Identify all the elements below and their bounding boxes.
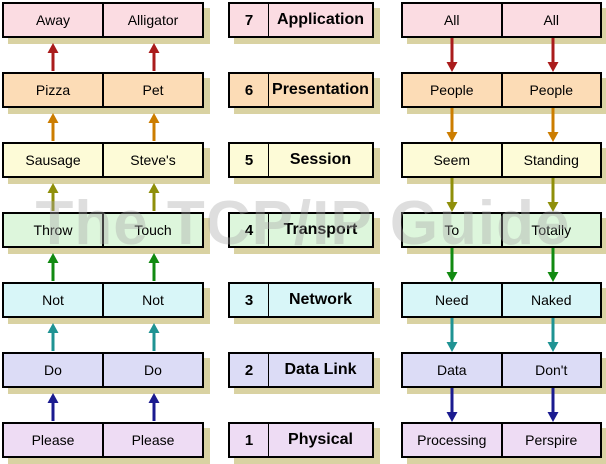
up-arrow-icon: [47, 183, 59, 211]
down-arrow-icon: [446, 178, 458, 212]
mnemonic-cell: Not: [42, 292, 64, 308]
layer-number: 3: [230, 284, 269, 316]
layer-number: 6: [230, 74, 269, 106]
up-arrow-icon: [148, 393, 160, 421]
up-arrow-icon: [47, 113, 59, 141]
mnemonic-cell: Pizza: [35, 82, 71, 98]
up-arrow-icon: [47, 43, 59, 71]
layer-name: Data Link: [284, 361, 357, 378]
down-arrow-icon: [547, 178, 559, 212]
mnemonic-cell: Not: [102, 284, 202, 316]
down-arrow-icon: [446, 248, 458, 282]
down-arrow-icon: [446, 388, 458, 422]
mnemonic-cell: Perspire: [500, 424, 601, 456]
down-arrow-icon: [547, 38, 559, 72]
right-mnemonic-box: Seem Standing: [401, 142, 602, 178]
mnemonic-cell: Do: [102, 354, 202, 386]
layer-number: 1: [230, 424, 269, 456]
down-arrow-icon: [446, 38, 458, 72]
mnemonic-cell: Sausage: [25, 152, 81, 168]
osi-layer-box: 4 Transport: [228, 212, 374, 248]
mnemonic-cell: People: [500, 74, 601, 106]
layer-name: Session: [289, 151, 352, 168]
down-arrow-icon: [446, 108, 458, 142]
mnemonic-cell: Please: [102, 424, 202, 456]
left-mnemonic-box: Away Alligator: [2, 2, 204, 38]
layer-name: Network: [288, 291, 353, 308]
osi-layer-box: 3 Network: [228, 282, 374, 318]
mnemonic-cell: Seem: [433, 152, 471, 168]
left-mnemonic-box: Throw Touch: [2, 212, 204, 248]
up-arrow-icon: [47, 323, 59, 351]
mnemonic-cell: Naked: [500, 284, 601, 316]
mnemonic-cell: Processing: [417, 432, 487, 448]
osi-layer-box: 7 Application: [228, 2, 374, 38]
mnemonic-cell: Please: [31, 432, 75, 448]
mnemonic-cell: All: [443, 12, 460, 28]
down-arrow-icon: [547, 318, 559, 352]
up-arrow-icon: [148, 183, 160, 211]
left-mnemonic-box: Not Not: [2, 282, 204, 318]
mnemonic-cell: Steve's: [102, 144, 202, 176]
left-mnemonic-box: Do Do: [2, 352, 204, 388]
mnemonic-cell: All: [500, 4, 601, 36]
left-mnemonic-box: Please Please: [2, 422, 204, 458]
left-mnemonic-box: Pizza Pet: [2, 72, 204, 108]
mnemonic-cell: Don't: [500, 354, 601, 386]
osi-layer-box: 5 Session: [228, 142, 374, 178]
layer-name: Physical: [288, 431, 353, 448]
left-mnemonic-box: Sausage Steve's: [2, 142, 204, 178]
mnemonic-cell: Pet: [102, 74, 202, 106]
layer-name: Transport: [283, 221, 358, 238]
up-arrow-icon: [148, 113, 160, 141]
mnemonic-cell: Need: [435, 292, 469, 308]
osi-layer-box: 6 Presentation: [228, 72, 374, 108]
right-mnemonic-box: Data Don't: [401, 352, 602, 388]
osi-layer-box: 1 Physical: [228, 422, 374, 458]
down-arrow-icon: [446, 318, 458, 352]
layer-number: 2: [230, 354, 269, 386]
mnemonic-cell: Touch: [102, 214, 202, 246]
mnemonic-cell: Throw: [33, 222, 73, 238]
mnemonic-cell: Away: [36, 12, 70, 28]
osi-layer-box: 2 Data Link: [228, 352, 374, 388]
mnemonic-cell: Standing: [500, 144, 601, 176]
layer-number: 4: [230, 214, 269, 246]
up-arrow-icon: [47, 393, 59, 421]
mnemonic-cell: Data: [436, 362, 467, 378]
mnemonic-cell: Totally: [500, 214, 601, 246]
down-arrow-icon: [547, 248, 559, 282]
layer-name: Presentation: [272, 81, 369, 98]
mnemonic-cell: To: [444, 222, 460, 238]
layer-number: 5: [230, 144, 269, 176]
mnemonic-cell: Do: [44, 362, 62, 378]
mnemonic-cell: People: [429, 82, 474, 98]
down-arrow-icon: [547, 388, 559, 422]
right-mnemonic-box: Processing Perspire: [401, 422, 602, 458]
layer-name: Application: [276, 11, 365, 28]
right-mnemonic-box: Need Naked: [401, 282, 602, 318]
up-arrow-icon: [148, 43, 160, 71]
up-arrow-icon: [47, 253, 59, 281]
mnemonic-cell: Alligator: [102, 4, 202, 36]
right-mnemonic-box: People People: [401, 72, 602, 108]
down-arrow-icon: [547, 108, 559, 142]
up-arrow-icon: [148, 253, 160, 281]
layer-number: 7: [230, 4, 269, 36]
up-arrow-icon: [148, 323, 160, 351]
right-mnemonic-box: All All: [401, 2, 602, 38]
right-mnemonic-box: To Totally: [401, 212, 602, 248]
